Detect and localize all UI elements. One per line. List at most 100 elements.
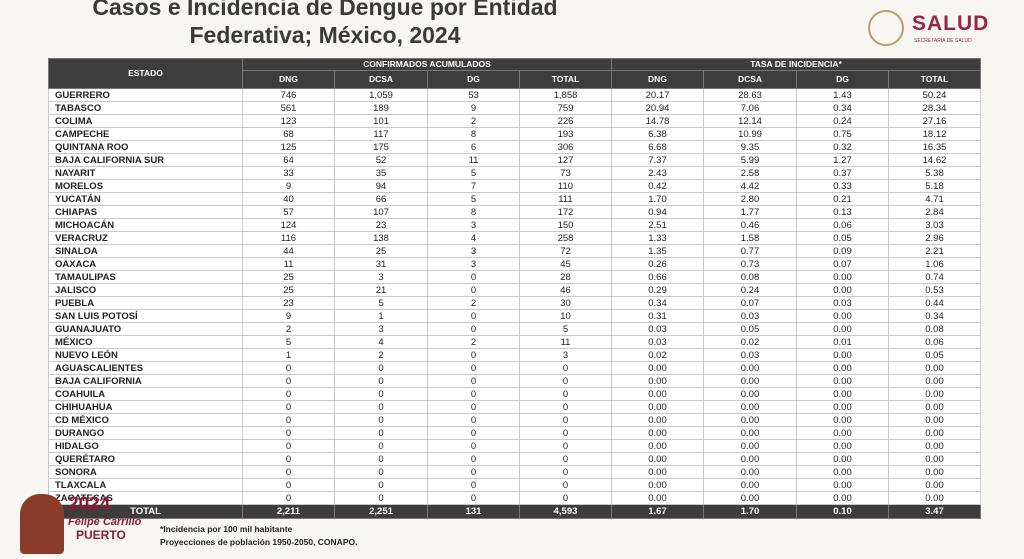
cell: 7.06 — [703, 101, 797, 115]
table-row: QUINTANA ROO 125 175 6 306 6.68 9.35 0.32 16.35 — [48, 140, 981, 154]
state-name: VERACRUZ — [48, 231, 243, 245]
cell: 14.62 — [888, 153, 981, 167]
total-cell: 4,593 — [519, 504, 612, 519]
cell: 746 — [242, 88, 335, 102]
cell: 0.77 — [703, 244, 797, 258]
state-name: TAMAULIPAS — [48, 270, 243, 284]
cell: 0.00 — [888, 387, 981, 401]
cell: 0.00 — [703, 439, 797, 453]
cell: 116 — [242, 231, 335, 245]
cell: 0 — [427, 283, 520, 297]
cell: 2 — [427, 296, 520, 310]
table-row: TLAXCALA 0 0 0 0 0.00 0.00 0.00 0.00 — [48, 478, 981, 492]
cell: 0.08 — [888, 322, 981, 336]
table-row: TAMAULIPAS 25 3 0 28 0.66 0.08 0.00 0.74 — [48, 270, 981, 284]
group-header: TASA DE INCIDENCIA* — [611, 58, 981, 71]
table-row: COAHUILA 0 0 0 0 0.00 0.00 0.00 0.00 — [48, 387, 981, 401]
table-row: MORELOS 9 94 7 110 0.42 4.42 0.33 5.18 — [48, 179, 981, 193]
column-header: DNG — [611, 70, 704, 89]
cell: 0 — [334, 491, 428, 505]
cell: 0 — [519, 361, 612, 375]
cell: 0.00 — [888, 439, 981, 453]
cell: 0.00 — [796, 426, 889, 440]
cell: 50.24 — [888, 88, 981, 102]
table-row: JALISCO 25 21 0 46 0.29 0.24 0.00 0.53 — [48, 283, 981, 297]
cell: 40 — [242, 192, 335, 206]
cell: 0.00 — [703, 426, 797, 440]
cell: 0 — [427, 491, 520, 505]
cell: 0 — [519, 465, 612, 479]
cell: 0 — [334, 426, 428, 440]
total-cell: 0.10 — [796, 504, 889, 519]
cell: 0 — [427, 322, 520, 336]
cell: 23 — [242, 296, 335, 310]
cell: 0 — [242, 452, 335, 466]
cell: 46 — [519, 283, 612, 297]
cell: 0.00 — [796, 309, 889, 323]
cell: 57 — [242, 205, 335, 219]
cell: 0.00 — [703, 387, 797, 401]
cell: 94 — [334, 179, 428, 193]
table-row: CD MÉXICO 0 0 0 0 0.00 0.00 0.00 0.00 — [48, 413, 981, 427]
cell: 6.68 — [611, 140, 704, 154]
state-name: SINALOA — [48, 244, 243, 258]
column-header: DG — [427, 70, 520, 89]
cell: 759 — [519, 101, 612, 115]
state-name: BAJA CALIFORNIA — [48, 374, 243, 388]
cell: 0.00 — [611, 400, 704, 414]
cell: 7.37 — [611, 153, 704, 167]
cell: 9 — [242, 179, 335, 193]
cell: 0 — [242, 439, 335, 453]
cell: 172 — [519, 205, 612, 219]
cell: 0.00 — [796, 491, 889, 505]
cell: 53 — [427, 88, 520, 102]
cell: 3 — [427, 218, 520, 232]
cell: 0.00 — [888, 374, 981, 388]
table-row: YUCATÁN 40 66 5 111 1.70 2.80 0.21 4.71 — [48, 192, 981, 206]
cell: 0.06 — [796, 218, 889, 232]
cell: 0.13 — [796, 205, 889, 219]
cell: 0 — [334, 361, 428, 375]
state-name: JALISCO — [48, 283, 243, 297]
cell: 0.09 — [796, 244, 889, 258]
cell: 0 — [334, 374, 428, 388]
group-header: CONFIRMADOS ACUMULADOS — [242, 58, 612, 71]
cell: 0.00 — [796, 400, 889, 414]
total-cell: 2,211 — [242, 504, 335, 519]
cell: 0.33 — [796, 179, 889, 193]
cell: 4.42 — [703, 179, 797, 193]
cell: 150 — [519, 218, 612, 232]
cell: 0 — [427, 270, 520, 284]
state-name: TABASCO — [48, 101, 243, 115]
state-name: GUERRERO — [48, 88, 243, 102]
cell: 5.18 — [888, 179, 981, 193]
table-row: OAXACA 11 31 3 45 0.26 0.73 0.07 1.06 — [48, 257, 981, 271]
state-name: MORELOS — [48, 179, 243, 193]
state-name: GUANAJUATO — [48, 322, 243, 336]
cell: 0 — [519, 426, 612, 440]
cell: 2.21 — [888, 244, 981, 258]
cell: 0.00 — [796, 478, 889, 492]
cell: 0.00 — [796, 283, 889, 297]
cell: 3 — [334, 322, 428, 336]
cell: 0.00 — [611, 478, 704, 492]
cell: 2.51 — [611, 218, 704, 232]
cell: 193 — [519, 127, 612, 141]
table-row: PUEBLA 23 5 2 30 0.34 0.07 0.03 0.44 — [48, 296, 981, 310]
group-header-row: ESTADO CONFIRMADOS ACUMULADOS TASA DE IN… — [48, 58, 981, 89]
logo-name: Felipe Carrillo — [68, 516, 142, 528]
cell: 0.00 — [888, 426, 981, 440]
cell: 0.74 — [888, 270, 981, 284]
cell: 11 — [242, 257, 335, 271]
cell: 7 — [427, 179, 520, 193]
cell: 4 — [334, 335, 428, 349]
cell: 2 — [334, 348, 428, 362]
cell: 0.29 — [611, 283, 704, 297]
state-name: COLIMA — [48, 114, 243, 128]
cell: 9 — [242, 309, 335, 323]
bottom-logo: 2024 Felipe Carrillo PUERTO — [20, 494, 150, 554]
column-header: DCSA — [334, 70, 428, 89]
cell: 138 — [334, 231, 428, 245]
cell: 2.58 — [703, 166, 797, 180]
